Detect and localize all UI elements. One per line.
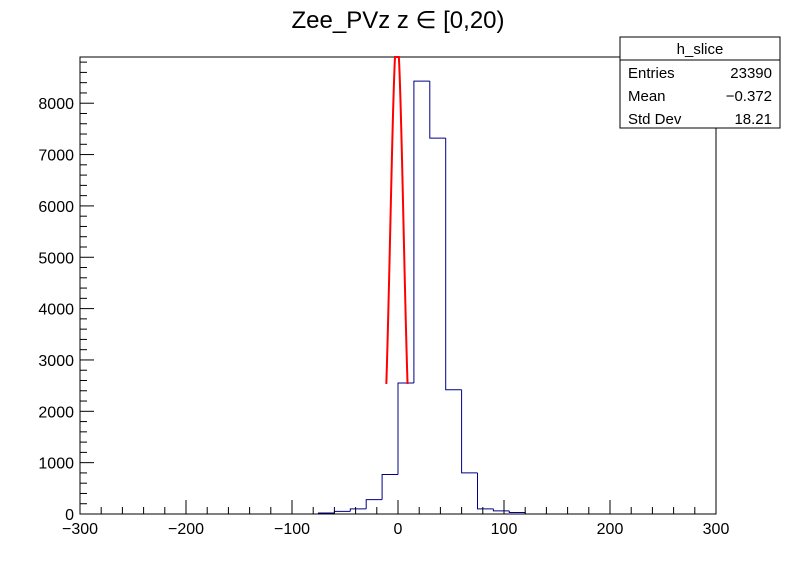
histogram-bin: [445, 138, 462, 391]
histogram-bin: [477, 472, 494, 510]
x-tick-label: 100: [491, 521, 518, 538]
y-tick-label: 0: [65, 507, 74, 524]
stats-stddev-value: 18.21: [734, 111, 772, 128]
stats-entries-value: 23390: [730, 65, 772, 82]
histogram-bin: [349, 508, 367, 512]
stats-mean-label: Mean: [628, 88, 666, 105]
histogram-bin: [461, 389, 478, 474]
fit-curve: [385, 56, 409, 384]
x-tick-label: 0: [394, 521, 403, 538]
y-tick-label: 7000: [38, 148, 74, 165]
y-tick-label: 4000: [38, 302, 74, 319]
x-tick-label: −100: [274, 521, 310, 538]
y-tick-label: 8000: [38, 96, 74, 113]
y-tick-label: 3000: [38, 353, 74, 370]
stats-mean-value: −0.372: [726, 88, 772, 105]
y-tick-label: 1000: [38, 456, 74, 473]
histogram-bin: [429, 81, 446, 139]
histogram-bin: [508, 510, 526, 513]
stats-stddev-label: Std Dev: [628, 111, 682, 128]
y-tick-label: 2000: [38, 404, 74, 421]
x-tick-label: 200: [597, 521, 624, 538]
axes: −300 −200 −100 0 100 200 300010002000300040005…: [38, 57, 729, 538]
y-tick-label: 6000: [38, 199, 74, 216]
stats-box-frame: [619, 36, 781, 129]
stats-box: h_slice Entries 23390 Mean −0.372 Std De…: [619, 36, 781, 129]
x-tick-label: 300: [703, 521, 730, 538]
stats-box-title: h_slice: [677, 41, 724, 58]
histogram-bin: [413, 80, 430, 384]
histogram-bin: [381, 473, 398, 500]
y-tick-label: 5000: [38, 250, 74, 267]
x-tick-label: −200: [168, 521, 204, 538]
chart-title: Zee_PVz z ∈ [0,20): [292, 7, 505, 34]
x-tick-label: −300: [62, 521, 98, 538]
histogram-bin: [365, 499, 383, 509]
histogram-bin: [397, 382, 414, 475]
stats-entries-label: Entries: [628, 65, 675, 82]
